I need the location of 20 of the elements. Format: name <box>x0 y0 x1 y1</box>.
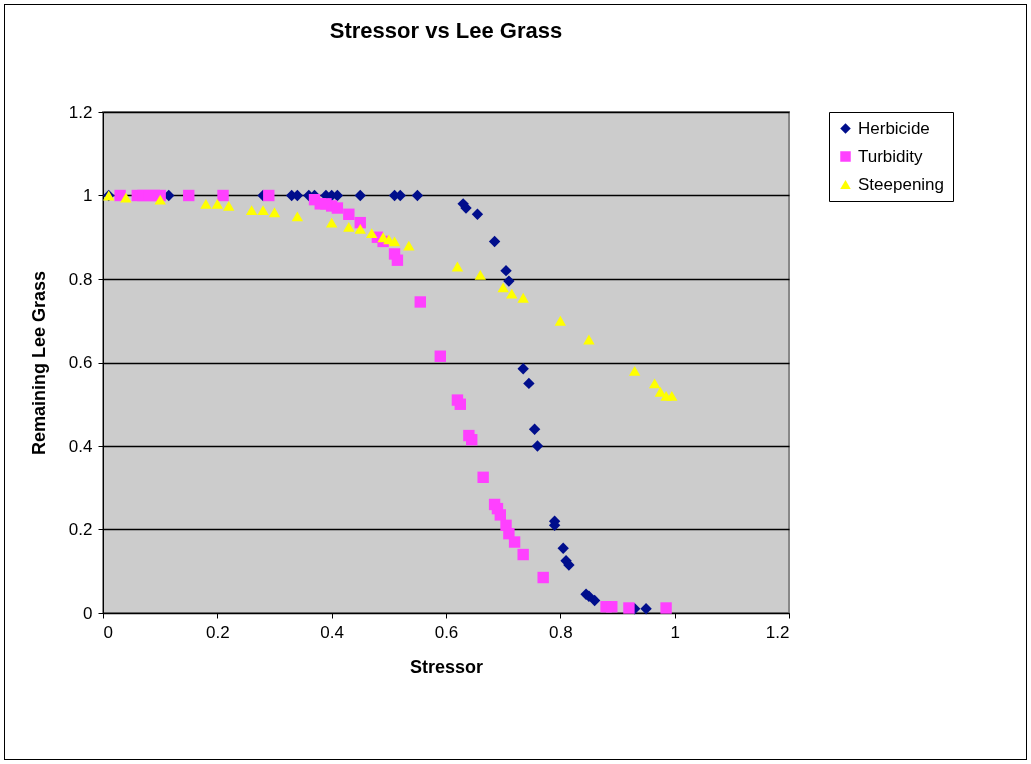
x-axis-title: Stressor <box>409 656 484 677</box>
x-tick-label: 0 <box>103 622 113 642</box>
legend-label: Turbidity <box>858 146 924 166</box>
y-tick-label: 1.2 <box>68 102 93 122</box>
y-tick-label: 0.8 <box>68 269 93 289</box>
y-tick-label: 0.6 <box>68 353 93 372</box>
x-tick-label: 0.2 <box>206 622 230 642</box>
legend-label: Steepening <box>858 174 945 194</box>
x-tick-label: 0.8 <box>549 622 573 642</box>
y-tick-label: 1 <box>83 186 93 205</box>
y-tick-label: 0.2 <box>68 520 93 539</box>
y-axis-title: Remaining Lee Grass <box>28 270 49 456</box>
x-tick-label: 1 <box>670 622 680 642</box>
x-tick-label: 1.2 <box>765 622 790 642</box>
y-tick-label: 0.4 <box>68 436 93 456</box>
legend-label: Herbicide <box>858 118 930 138</box>
chart-title: Stressor vs Lee Grass <box>329 18 563 43</box>
y-tick-label: 0 <box>83 603 93 623</box>
x-tick-label: 0.6 <box>434 622 459 642</box>
x-tick-label: 0.4 <box>320 622 344 642</box>
